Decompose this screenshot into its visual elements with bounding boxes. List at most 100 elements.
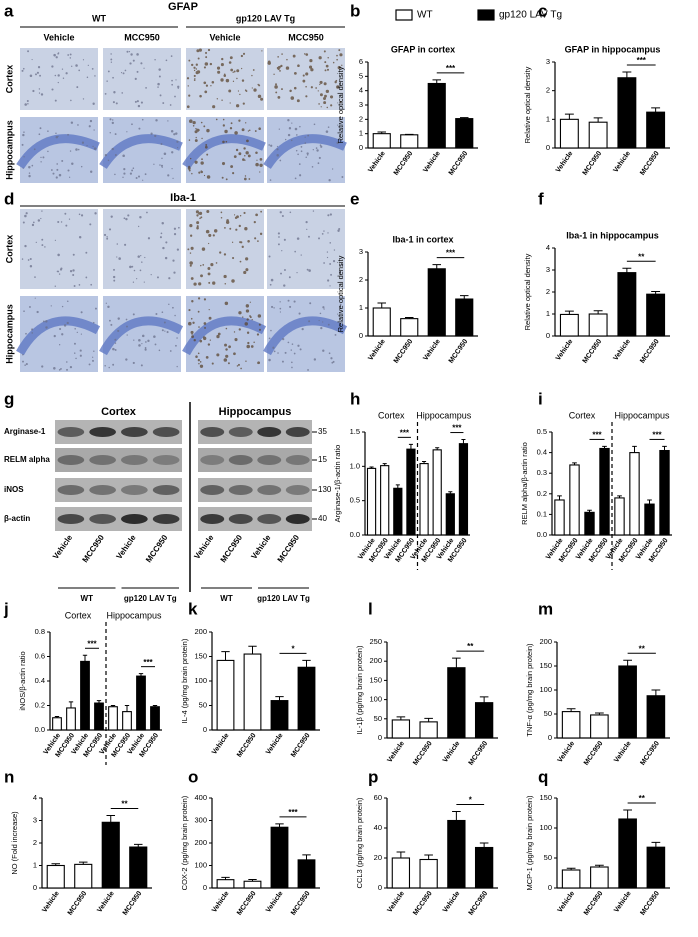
- y-tick-label: 0: [203, 883, 207, 892]
- x-tick-label: MCC950: [393, 338, 415, 365]
- error-bar: [564, 310, 574, 315]
- x-tick-label: MCC950: [412, 890, 434, 917]
- y-tick-label: 0: [359, 143, 363, 152]
- y-tick-label: 2: [359, 114, 363, 123]
- bar: [455, 118, 474, 149]
- error-bar: [152, 705, 158, 707]
- blot-band: [257, 455, 282, 465]
- bar: [94, 702, 104, 731]
- bar: [243, 653, 262, 731]
- y-tick-label: 6: [359, 57, 363, 66]
- x-tick-label: Vehicle: [555, 338, 575, 362]
- y-tick-label: 150: [369, 675, 382, 684]
- error-bar: [82, 654, 88, 662]
- error-bar: [602, 445, 607, 449]
- x-tick-label: MCC950: [236, 890, 258, 917]
- error-bar: [96, 700, 102, 704]
- x-tick-label: MCC950: [448, 338, 470, 365]
- cell-layer: [99, 316, 184, 356]
- bar: [644, 503, 655, 536]
- bar: [659, 449, 670, 536]
- y-tick-label: 0.1: [537, 509, 547, 518]
- error-bar: [275, 823, 284, 828]
- significance-label: **: [639, 794, 646, 803]
- x-tick-label: MCC950: [639, 890, 661, 917]
- x-tick-label: Vehicle: [211, 890, 231, 914]
- y-tick-label: 0.5: [350, 496, 360, 505]
- bar: [297, 666, 316, 731]
- error-bar: [459, 295, 469, 300]
- error-bar: [377, 131, 387, 134]
- panel-letter: b: [350, 1, 360, 20]
- cells: [104, 50, 180, 108]
- error-bar: [221, 651, 230, 661]
- group-label: Cortex: [569, 410, 596, 420]
- micrograph: [103, 48, 181, 110]
- significance-label: *: [291, 645, 295, 654]
- bar: [46, 864, 65, 889]
- bar: [101, 821, 120, 889]
- error-bar: [221, 876, 230, 880]
- bar: [427, 268, 446, 337]
- blot-band: [57, 514, 85, 524]
- bar: [122, 711, 132, 731]
- bar: [588, 121, 608, 149]
- blot-band: [200, 427, 225, 437]
- region-title: Hippocampus: [219, 406, 292, 418]
- y-tick-label: 0.2: [537, 489, 547, 498]
- y-tick-label: 100: [194, 676, 207, 685]
- x-tick-label: MCC950: [122, 890, 144, 917]
- x-tick-label: MCC950: [393, 150, 415, 177]
- y-tick-label: 4: [546, 243, 550, 252]
- y-axis-label: RELM alpha/β-actin ratio: [520, 442, 529, 525]
- error-bar: [623, 809, 633, 819]
- group-label: Hippocampus: [614, 410, 670, 420]
- error-bar: [593, 117, 603, 123]
- error-bar: [566, 867, 576, 870]
- bar: [455, 298, 474, 337]
- y-axis-label: CCL3 (pg/mg brain protein): [355, 797, 364, 888]
- bar: [445, 493, 455, 536]
- y-tick-label: 4: [33, 793, 37, 802]
- bar: [400, 134, 419, 149]
- y-tick-label: 4: [359, 86, 363, 95]
- x-tick-label: Vehicle: [367, 338, 387, 362]
- y-axis-label: IL-1β (pg/mg brain protein): [355, 645, 364, 734]
- error-bar: [248, 878, 257, 882]
- error-bar: [435, 447, 440, 450]
- bar: [432, 449, 442, 536]
- panel-letter: g: [4, 389, 14, 408]
- cell-layer: [182, 134, 266, 170]
- y-tick-label: 2: [546, 287, 550, 296]
- lane-label: MCC950: [219, 533, 245, 564]
- group-label: gp120 LAV Tg: [236, 13, 295, 23]
- legend-label: WT: [417, 10, 433, 21]
- row-label: Cortex: [4, 235, 14, 264]
- bar: [559, 118, 579, 149]
- y-tick-label: 1.0: [350, 461, 360, 470]
- blot-band: [285, 514, 310, 524]
- panel-letter: p: [368, 767, 378, 786]
- panel-letter: d: [4, 189, 14, 208]
- blot-band: [152, 514, 180, 524]
- y-tick-label: 200: [369, 656, 382, 665]
- y-tick-label: 0.6: [35, 651, 45, 660]
- error-bar: [302, 659, 311, 668]
- y-tick-label: 250: [369, 637, 382, 646]
- chart-title: Iba-1 in cortex: [392, 234, 453, 244]
- cell-layer: [99, 134, 183, 170]
- y-tick-label: 50: [374, 714, 382, 723]
- y-tick-label: 0: [203, 725, 207, 734]
- x-tick-label: MCC950: [639, 338, 661, 365]
- panel-letter: a: [4, 1, 14, 20]
- x-tick-label: MCC950: [468, 740, 490, 767]
- bar: [391, 719, 411, 739]
- significance-label: *: [469, 796, 473, 805]
- error-bar: [106, 815, 116, 823]
- blot-band: [89, 485, 116, 495]
- y-tick-label: 50: [544, 709, 552, 718]
- y-tick-label: 400: [194, 793, 207, 802]
- y-tick-label: 50: [199, 700, 207, 709]
- y-tick-label: 0.4: [537, 448, 547, 457]
- chart-title: GFAP in cortex: [391, 44, 455, 54]
